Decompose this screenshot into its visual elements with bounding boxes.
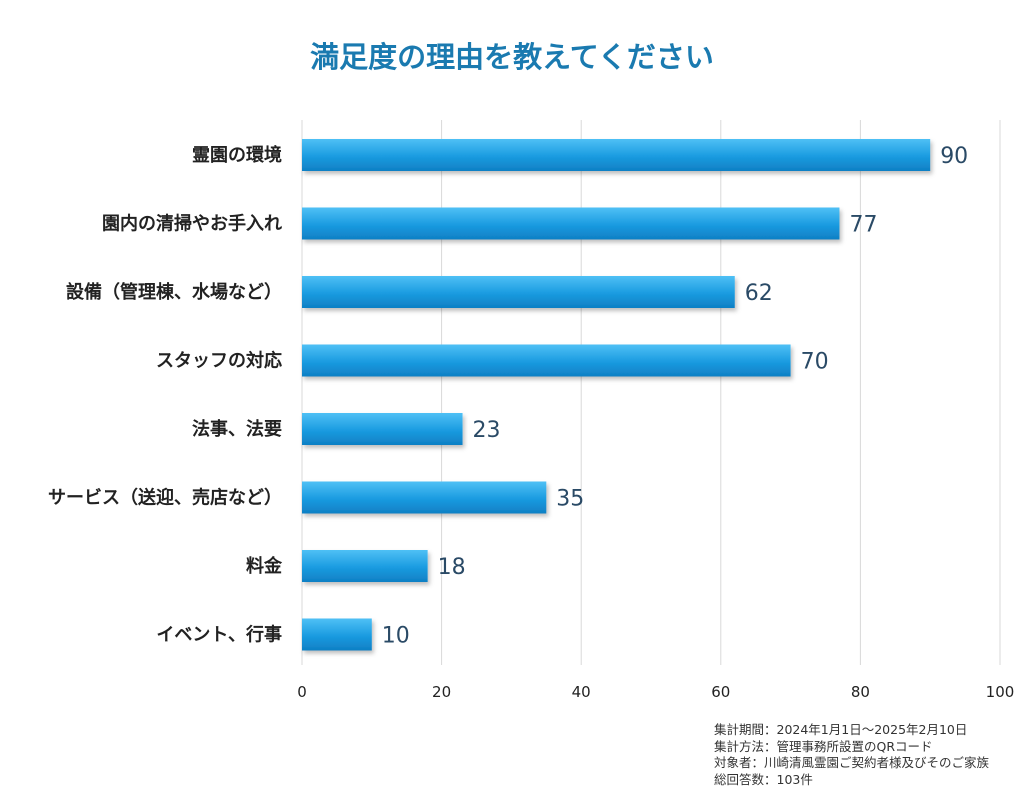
note-target: 対象者：川崎清風霊園ご契約者様及びそのご家族 [714, 755, 990, 770]
value-label: 35 [556, 487, 584, 512]
value-label: 18 [438, 555, 466, 580]
note-period: 集計期間：2024年1月1日～2025年2月10日 [714, 722, 968, 737]
value-label: 10 [382, 624, 410, 649]
bar [302, 139, 931, 171]
note-responses: 総回答数：103件 [714, 771, 813, 787]
x-tick-label: 20 [432, 683, 451, 701]
chart-title: 満足度の理由を教えてください [310, 40, 714, 74]
survey-notes: 集計期間：2024年1月1日～2025年2月10日 集計方法：管理事務所設置のQ… [714, 722, 989, 788]
category-label: イベント、行事 [156, 624, 282, 646]
value-label: 62 [745, 281, 773, 306]
value-label: 77 [849, 213, 877, 238]
note-method: 集計方法：管理事務所設置のQRコード [714, 738, 933, 754]
value-label: 70 [801, 350, 829, 375]
labels: 0 20 40 60 80 100 霊園の環境 90 園内の清掃やお手入れ 77 設備（管理棟、水場… [48, 144, 1014, 701]
bar [302, 481, 547, 514]
category-label: 料金 [246, 555, 283, 577]
bar [302, 413, 463, 445]
bars [302, 139, 931, 651]
bar [302, 550, 428, 582]
category-label: 園内の清掃やお手入れ [102, 213, 282, 235]
value-label: 90 [940, 144, 968, 169]
category-label: スタッフの対応 [156, 350, 282, 372]
x-tick-label: 0 [297, 683, 307, 701]
grid-lines [301, 120, 1001, 665]
category-label: 霊園の環境 [192, 144, 282, 166]
x-tick-label: 100 [986, 683, 1015, 701]
bar [302, 344, 791, 377]
bar [302, 207, 840, 240]
category-label: サービス（送迎、売店など） [48, 487, 282, 509]
x-tick-label: 80 [851, 683, 870, 701]
category-label: 設備（管理棟、水場など） [66, 281, 282, 303]
x-tick-label: 60 [711, 683, 730, 701]
bar [302, 276, 735, 308]
value-label: 23 [473, 418, 501, 443]
category-label: 法事、法要 [192, 418, 282, 440]
bar [302, 618, 372, 651]
x-tick-label: 40 [572, 683, 591, 701]
